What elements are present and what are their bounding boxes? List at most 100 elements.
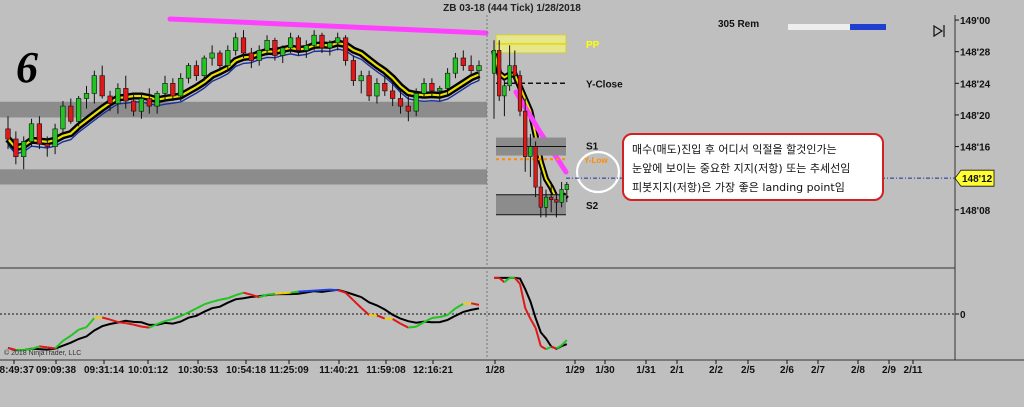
candle bbox=[564, 184, 569, 190]
oscillator-fast-segment bbox=[439, 314, 448, 318]
candle bbox=[517, 75, 523, 112]
axes: 149'00 148'28 148'24 148'20 148'16 148'12 148'… bbox=[0, 15, 1024, 376]
oscillator-fast-segment bbox=[78, 326, 87, 331]
oscillator-fast-segment bbox=[376, 314, 386, 320]
candle bbox=[559, 189, 564, 203]
time-tick-label: 1/31 bbox=[636, 365, 656, 376]
candle bbox=[280, 47, 286, 56]
candle bbox=[533, 146, 538, 188]
time-tick-label: 10:01:12 bbox=[128, 365, 168, 376]
oscillator-fast-segment bbox=[431, 316, 440, 320]
oscillator-fast-segment bbox=[392, 318, 402, 325]
oscillator-fast-segment bbox=[180, 311, 189, 317]
candle bbox=[429, 83, 435, 92]
time-tick-label: 2/1 bbox=[670, 365, 684, 376]
time-tick-label: 10:30:53 bbox=[178, 365, 218, 376]
candle bbox=[131, 100, 137, 112]
candle bbox=[209, 52, 215, 59]
candle bbox=[83, 93, 90, 99]
oscillator-fast-segment bbox=[7, 346, 17, 352]
candle bbox=[502, 85, 507, 97]
oscillator-fast-segment bbox=[498, 277, 506, 284]
oscillator-fast-segment bbox=[23, 347, 32, 352]
candle bbox=[28, 123, 35, 142]
time-tick-label: 2/5 bbox=[741, 365, 755, 376]
oscillator-fast-segment bbox=[550, 345, 557, 350]
candle bbox=[476, 65, 482, 71]
candle bbox=[248, 52, 254, 61]
oscillator-fast-segment bbox=[94, 316, 103, 320]
time-tick-label: 1/28 bbox=[485, 365, 505, 376]
copyright-text: © 2018 NinjaTrader, LLC bbox=[4, 349, 81, 357]
time-tick-label: 2/6 bbox=[780, 365, 794, 376]
oscillator-fast-segment bbox=[195, 303, 205, 310]
oscillator-fast-segment bbox=[306, 289, 315, 293]
candle bbox=[358, 75, 364, 82]
oscillator-fast-segment bbox=[463, 302, 472, 305]
oscillator-fast-segment bbox=[514, 277, 521, 285]
candle bbox=[264, 39, 270, 51]
candle bbox=[295, 37, 302, 51]
highlight-circle bbox=[575, 150, 621, 194]
oscillator-panel: 0 bbox=[0, 276, 966, 352]
candle bbox=[497, 50, 502, 97]
candle bbox=[287, 37, 294, 49]
time-tick-label: 2/2 bbox=[709, 365, 723, 376]
candle bbox=[382, 83, 388, 92]
oscillator-fast-segment bbox=[454, 302, 464, 310]
oscillator-fast-segment bbox=[85, 317, 96, 328]
time-tick-label: 09:31:14 bbox=[84, 365, 124, 376]
candle bbox=[452, 57, 459, 74]
candle bbox=[146, 98, 152, 107]
candle bbox=[389, 90, 396, 99]
candle bbox=[178, 78, 184, 97]
oscillator-fast-segment bbox=[211, 298, 221, 303]
price-bands bbox=[0, 101, 487, 185]
candle bbox=[421, 83, 427, 94]
candle bbox=[549, 196, 554, 200]
oscillator-zero-label: 0 bbox=[960, 310, 966, 321]
magenta-trend-line bbox=[167, 16, 489, 36]
level-label: S1 bbox=[586, 142, 599, 153]
oscillator-fast-segment bbox=[70, 328, 80, 337]
time-tick-label: 11:59:08 bbox=[366, 365, 406, 376]
candle bbox=[52, 128, 58, 147]
level-label: Y-Close bbox=[586, 79, 623, 90]
remaining-progress-bar bbox=[788, 24, 886, 30]
oscillator-fast-segment bbox=[39, 345, 48, 349]
candle bbox=[44, 143, 50, 147]
oscillator-fast-segment bbox=[203, 300, 213, 306]
oscillator-fast-segment bbox=[360, 307, 370, 316]
oscillator-fast-segment bbox=[219, 297, 228, 301]
time-tick-label: 2/9 bbox=[882, 365, 896, 376]
candle bbox=[123, 88, 129, 102]
last-price-tag: 148'12 bbox=[954, 169, 995, 187]
oscillator-fast-segment bbox=[133, 323, 142, 328]
candle bbox=[91, 75, 97, 94]
candle bbox=[5, 128, 11, 140]
oscillator-fast-segment bbox=[423, 317, 433, 323]
scroll-end-icon[interactable] bbox=[933, 24, 945, 38]
oscillator-fast-segment bbox=[384, 317, 393, 321]
time-tick-label: 11:25:09 bbox=[269, 365, 309, 376]
candle bbox=[107, 95, 113, 104]
oscillator-fast-segment bbox=[266, 292, 276, 296]
time-tick-label: 1/29 bbox=[565, 365, 585, 376]
candle bbox=[444, 72, 451, 89]
oscillator-fast-segment bbox=[470, 302, 480, 306]
price-tick-label: 148'20 bbox=[960, 111, 991, 122]
candle bbox=[374, 83, 380, 97]
candle bbox=[327, 42, 333, 49]
candle bbox=[342, 37, 349, 61]
candle bbox=[397, 98, 404, 107]
oscillator-fast-segment bbox=[172, 315, 182, 320]
oscillator-fast-segment bbox=[503, 277, 511, 284]
oscillator-fast-segment bbox=[148, 323, 158, 329]
candle bbox=[507, 65, 512, 87]
candle bbox=[217, 52, 223, 66]
annotation-callout: 매수(매도)진입 후 어디서 익절을 할것인가는 눈앞에 보이는 중요한 지지(… bbox=[622, 133, 884, 201]
oscillator-fast-segment bbox=[31, 345, 40, 350]
price-tick-label: 148'16 bbox=[960, 143, 991, 154]
time-tick-label: 10:54:18 bbox=[226, 365, 266, 376]
candle bbox=[272, 39, 278, 56]
